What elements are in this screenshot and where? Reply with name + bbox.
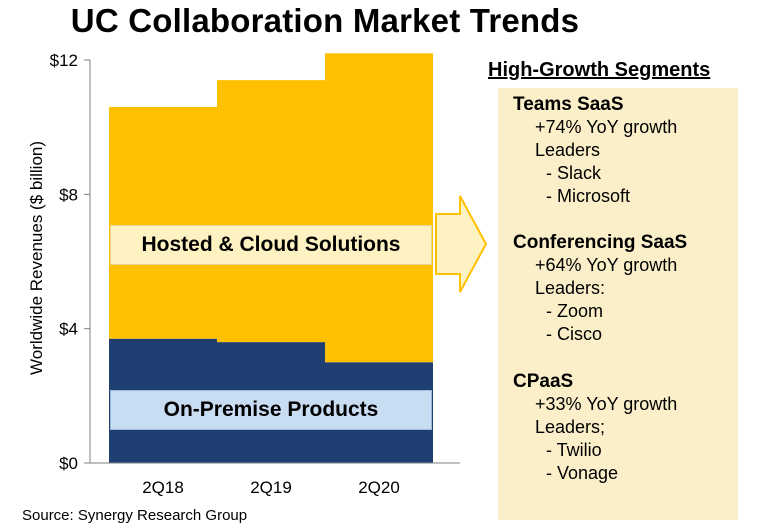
bar-segment-hosted-cloud-2q19	[217, 80, 325, 343]
segment-leader: - Zoom	[546, 301, 604, 321]
segment-conferencing-saas: Conferencing SaaS +64% YoY growth Leader…	[498, 232, 738, 346]
bar-segment-hosted-cloud-2q20	[325, 53, 433, 363]
segment-growth: +64% YoY growth	[535, 255, 678, 275]
segments-panel: Teams SaaS +74% YoY growth Leaders - Sla…	[498, 88, 738, 520]
chart-title: UC Collaboration Market Trends	[70, 2, 580, 39]
bar-segment-hosted-cloud-2q18	[109, 107, 217, 339]
segment-growth: +33% YoY growth	[535, 394, 678, 414]
x-tick-label: 2Q18	[142, 478, 184, 497]
segment-leader: - Twilio	[546, 440, 602, 460]
segment-teams-saas: Teams SaaS +74% YoY growth Leaders - Sla…	[498, 94, 738, 208]
hosted-cloud-series-label: Hosted & Cloud Solutions	[110, 225, 432, 265]
segment-cpaas: CPaaS +33% YoY growth Leaders; - Twilio …	[498, 371, 738, 485]
segment-leaders-label: Leaders	[535, 140, 601, 160]
on-premise-series-label: On-Premise Products	[110, 390, 432, 430]
right-arrow-icon	[435, 195, 488, 293]
segment-growth: +74% YoY growth	[535, 117, 678, 137]
segment-leader: - Cisco	[546, 324, 603, 344]
y-tick-label: $0	[59, 454, 78, 473]
segments-heading: High-Growth Segments	[488, 59, 711, 81]
segment-title: Conferencing SaaS	[513, 232, 688, 253]
segment-leaders-label: Leaders;	[535, 417, 606, 437]
x-tick-label: 2Q20	[358, 478, 400, 497]
y-tick-label: $4	[59, 320, 78, 339]
x-tick-label: 2Q19	[250, 478, 292, 497]
segment-leader: - Microsoft	[546, 186, 631, 206]
segment-leaders-label: Leaders:	[535, 278, 606, 298]
y-tick-label: $12	[50, 51, 78, 70]
segment-title: Teams SaaS	[513, 94, 624, 115]
y-tick-label: $8	[59, 185, 78, 204]
segment-leader: - Slack	[546, 163, 602, 183]
segment-title: CPaaS	[513, 371, 574, 392]
segment-leader: - Vonage	[546, 463, 619, 483]
source-note: Source: Synergy Research Group	[22, 507, 248, 524]
y-axis-title: Worldwide Revenues ($ billion)	[27, 141, 46, 375]
